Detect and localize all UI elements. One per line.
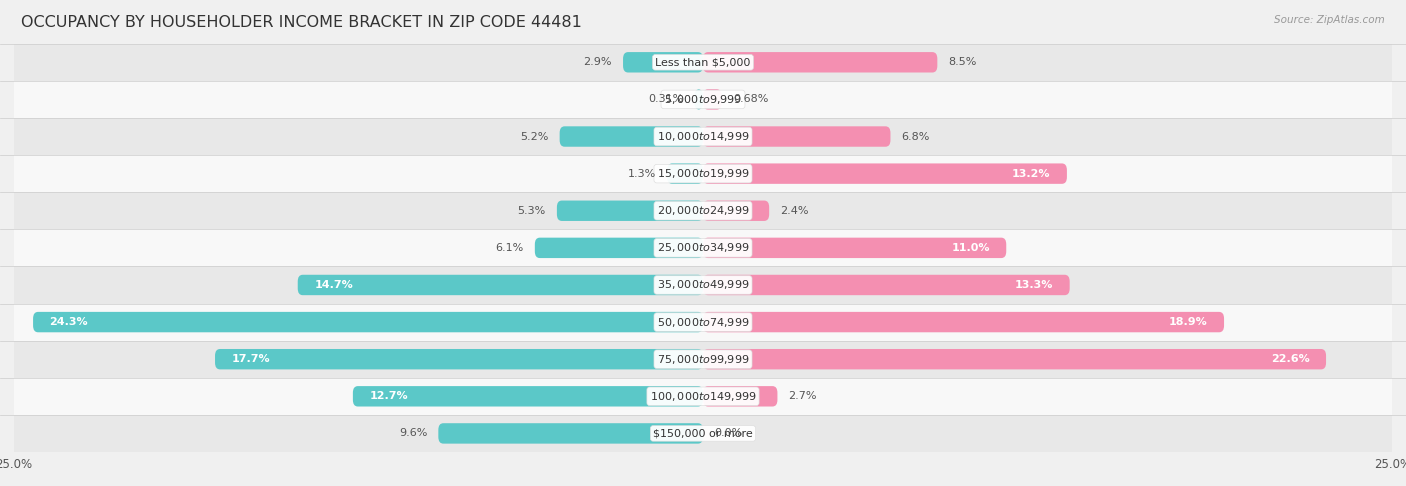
- Text: 22.6%: 22.6%: [1271, 354, 1309, 364]
- Text: $75,000 to $99,999: $75,000 to $99,999: [657, 353, 749, 365]
- Text: $150,000 or more: $150,000 or more: [654, 429, 752, 438]
- Text: 8.5%: 8.5%: [949, 57, 977, 67]
- Text: 5.3%: 5.3%: [517, 206, 546, 216]
- Bar: [14, 155, 1392, 192]
- FancyBboxPatch shape: [298, 275, 703, 295]
- Text: 0.0%: 0.0%: [714, 429, 742, 438]
- Text: 0.68%: 0.68%: [733, 94, 768, 104]
- FancyBboxPatch shape: [703, 275, 1070, 295]
- Text: $25,000 to $34,999: $25,000 to $34,999: [657, 242, 749, 254]
- FancyBboxPatch shape: [353, 386, 703, 406]
- Text: $20,000 to $24,999: $20,000 to $24,999: [657, 204, 749, 217]
- FancyBboxPatch shape: [215, 349, 703, 369]
- Text: 9.6%: 9.6%: [399, 429, 427, 438]
- Text: $100,000 to $149,999: $100,000 to $149,999: [650, 390, 756, 403]
- Text: $5,000 to $9,999: $5,000 to $9,999: [664, 93, 742, 106]
- Text: 17.7%: 17.7%: [232, 354, 270, 364]
- Text: Source: ZipAtlas.com: Source: ZipAtlas.com: [1274, 15, 1385, 25]
- FancyBboxPatch shape: [695, 89, 703, 110]
- Text: 2.7%: 2.7%: [789, 391, 817, 401]
- Text: 13.3%: 13.3%: [1015, 280, 1053, 290]
- Text: 6.8%: 6.8%: [901, 132, 929, 141]
- Bar: [14, 266, 1392, 304]
- FancyBboxPatch shape: [34, 312, 703, 332]
- Bar: [14, 81, 1392, 118]
- FancyBboxPatch shape: [703, 312, 1225, 332]
- Bar: [14, 44, 1392, 81]
- Text: $35,000 to $49,999: $35,000 to $49,999: [657, 278, 749, 292]
- FancyBboxPatch shape: [703, 89, 721, 110]
- Text: 12.7%: 12.7%: [370, 391, 408, 401]
- Text: 6.1%: 6.1%: [495, 243, 524, 253]
- FancyBboxPatch shape: [703, 386, 778, 406]
- FancyBboxPatch shape: [703, 163, 1067, 184]
- Text: $50,000 to $74,999: $50,000 to $74,999: [657, 315, 749, 329]
- Text: 2.9%: 2.9%: [583, 57, 612, 67]
- Text: 1.3%: 1.3%: [628, 169, 657, 179]
- FancyBboxPatch shape: [703, 349, 1326, 369]
- Text: 13.2%: 13.2%: [1012, 169, 1050, 179]
- FancyBboxPatch shape: [534, 238, 703, 258]
- Text: Less than $5,000: Less than $5,000: [655, 57, 751, 67]
- Bar: [14, 415, 1392, 452]
- Text: 5.2%: 5.2%: [520, 132, 548, 141]
- Bar: [14, 341, 1392, 378]
- FancyBboxPatch shape: [668, 163, 703, 184]
- Bar: [14, 304, 1392, 341]
- FancyBboxPatch shape: [557, 201, 703, 221]
- Text: 18.9%: 18.9%: [1168, 317, 1208, 327]
- Text: OCCUPANCY BY HOUSEHOLDER INCOME BRACKET IN ZIP CODE 44481: OCCUPANCY BY HOUSEHOLDER INCOME BRACKET …: [21, 15, 582, 30]
- Text: 0.31%: 0.31%: [648, 94, 683, 104]
- Bar: [14, 118, 1392, 155]
- Text: 11.0%: 11.0%: [952, 243, 990, 253]
- Bar: [14, 192, 1392, 229]
- FancyBboxPatch shape: [703, 52, 938, 72]
- Text: 24.3%: 24.3%: [49, 317, 89, 327]
- FancyBboxPatch shape: [703, 126, 890, 147]
- Text: $15,000 to $19,999: $15,000 to $19,999: [657, 167, 749, 180]
- Text: 14.7%: 14.7%: [315, 280, 353, 290]
- Text: 2.4%: 2.4%: [780, 206, 808, 216]
- FancyBboxPatch shape: [703, 238, 1007, 258]
- FancyBboxPatch shape: [623, 52, 703, 72]
- Bar: [14, 229, 1392, 266]
- Text: $10,000 to $14,999: $10,000 to $14,999: [657, 130, 749, 143]
- FancyBboxPatch shape: [439, 423, 703, 444]
- FancyBboxPatch shape: [703, 201, 769, 221]
- Bar: [14, 378, 1392, 415]
- FancyBboxPatch shape: [560, 126, 703, 147]
